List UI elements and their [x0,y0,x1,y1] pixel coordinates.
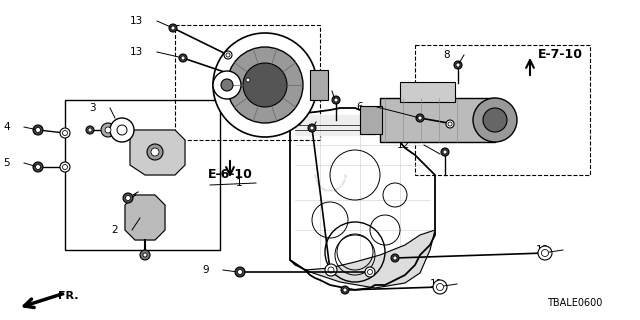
Circle shape [433,280,447,294]
Circle shape [244,76,252,84]
Circle shape [60,162,70,172]
Circle shape [226,53,230,57]
Circle shape [446,120,454,128]
Polygon shape [290,230,435,288]
Bar [360,106,382,134]
Circle shape [448,122,452,126]
Circle shape [436,284,444,291]
Circle shape [243,63,287,107]
Circle shape [227,47,303,123]
Circle shape [308,124,316,132]
Circle shape [213,71,241,99]
Circle shape [143,253,147,257]
Text: 10: 10 [536,245,549,255]
Circle shape [332,96,340,104]
Circle shape [123,193,133,203]
Circle shape [483,108,507,132]
Bar [415,45,590,175]
Circle shape [169,24,177,32]
Circle shape [341,286,349,294]
Text: 12: 12 [397,140,410,150]
Circle shape [88,128,92,132]
Circle shape [179,54,187,62]
Bar [65,100,220,250]
Circle shape [328,267,334,273]
Circle shape [365,267,375,277]
Polygon shape [295,115,375,135]
Text: E-6-10: E-6-10 [207,169,252,181]
Circle shape [35,127,40,132]
Circle shape [60,128,70,138]
Circle shape [246,78,250,82]
Text: 4: 4 [3,122,10,132]
Text: 9: 9 [202,265,209,275]
Polygon shape [130,130,185,175]
Circle shape [33,125,43,135]
Circle shape [105,127,111,133]
Text: TBALE0600: TBALE0600 [547,298,603,308]
Circle shape [86,126,94,134]
Text: 13: 13 [130,47,143,57]
Circle shape [213,33,317,137]
Circle shape [171,26,175,30]
Circle shape [147,144,163,160]
Circle shape [181,56,185,60]
Circle shape [35,164,40,170]
Circle shape [418,116,422,120]
Circle shape [125,196,131,201]
Circle shape [151,148,159,156]
Circle shape [393,256,397,260]
Text: 2: 2 [111,225,118,235]
Text: 9: 9 [296,117,302,127]
Circle shape [221,79,233,91]
Circle shape [224,51,232,59]
Circle shape [110,118,134,142]
Circle shape [343,288,347,292]
Text: FR.: FR. [58,291,79,301]
Circle shape [473,98,517,142]
Circle shape [391,254,399,262]
Bar [400,82,455,102]
Polygon shape [290,108,435,290]
Bar [175,25,320,140]
Text: 8: 8 [444,50,450,60]
Circle shape [334,98,338,102]
Circle shape [416,114,424,122]
Circle shape [456,63,460,67]
Circle shape [117,125,127,135]
Circle shape [235,267,245,277]
Circle shape [140,250,150,260]
Text: 6: 6 [356,102,363,112]
Circle shape [441,148,449,156]
Circle shape [325,264,337,276]
Text: 7: 7 [312,86,318,96]
Circle shape [63,164,67,170]
Circle shape [541,250,548,257]
Polygon shape [125,195,165,240]
Text: 1: 1 [236,178,242,188]
Text: 13: 13 [130,16,143,26]
Bar [310,70,328,100]
Text: 5: 5 [3,158,10,168]
Circle shape [538,246,552,260]
Text: 11: 11 [429,279,443,289]
Circle shape [454,61,462,69]
Text: E-7-10: E-7-10 [538,49,582,61]
Text: 3: 3 [90,103,96,113]
Circle shape [33,162,43,172]
Circle shape [63,131,67,135]
Circle shape [367,269,372,275]
Circle shape [443,150,447,154]
Circle shape [237,269,243,275]
Bar [380,98,495,142]
Circle shape [101,123,115,137]
Circle shape [310,126,314,130]
